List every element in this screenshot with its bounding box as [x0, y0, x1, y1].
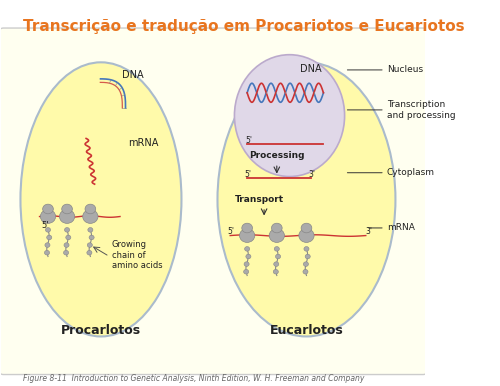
Circle shape: [304, 247, 309, 251]
Circle shape: [64, 228, 70, 232]
Circle shape: [85, 204, 96, 214]
Circle shape: [304, 262, 308, 266]
Text: 5': 5': [42, 220, 49, 230]
Circle shape: [244, 262, 249, 266]
Circle shape: [244, 247, 250, 251]
Ellipse shape: [234, 55, 344, 176]
Text: 5': 5': [244, 170, 251, 179]
Circle shape: [60, 210, 74, 223]
Text: Eucarlotos: Eucarlotos: [270, 324, 344, 337]
Circle shape: [45, 243, 50, 247]
Ellipse shape: [20, 62, 182, 337]
Text: Processing: Processing: [250, 151, 305, 160]
Circle shape: [274, 247, 280, 251]
Circle shape: [46, 235, 52, 240]
Circle shape: [240, 229, 255, 242]
Text: Transcription
and processing: Transcription and processing: [387, 100, 456, 120]
Circle shape: [62, 204, 72, 214]
Circle shape: [40, 210, 56, 223]
Text: 3': 3': [366, 227, 373, 236]
Circle shape: [269, 229, 284, 242]
Circle shape: [88, 228, 93, 232]
FancyBboxPatch shape: [0, 28, 427, 374]
Circle shape: [42, 204, 54, 214]
Circle shape: [87, 251, 92, 255]
Text: 5': 5': [245, 136, 252, 145]
Circle shape: [305, 254, 310, 259]
Circle shape: [244, 269, 248, 274]
Circle shape: [64, 243, 69, 247]
Circle shape: [274, 262, 279, 266]
Circle shape: [272, 223, 282, 233]
Text: DNA: DNA: [300, 64, 322, 74]
Circle shape: [276, 254, 280, 259]
Circle shape: [82, 210, 98, 223]
Circle shape: [242, 223, 252, 233]
Circle shape: [89, 235, 94, 240]
Circle shape: [301, 223, 312, 233]
Circle shape: [274, 269, 278, 274]
Circle shape: [66, 235, 71, 240]
Circle shape: [299, 229, 314, 242]
Text: Cytoplasm: Cytoplasm: [387, 168, 435, 177]
Text: Growing
chain of
amino acids: Growing chain of amino acids: [112, 240, 162, 270]
Text: 3': 3': [308, 170, 316, 179]
Circle shape: [64, 251, 68, 255]
Circle shape: [303, 269, 308, 274]
Text: Transcrição e tradução em Procariotos e Eucariotos: Transcrição e tradução em Procariotos e …: [22, 19, 464, 34]
Text: Nucleus: Nucleus: [387, 65, 423, 74]
Circle shape: [88, 243, 92, 247]
Ellipse shape: [218, 62, 396, 337]
Text: Transport: Transport: [234, 195, 284, 205]
Text: mRNA: mRNA: [128, 138, 159, 148]
Text: Procarlotos: Procarlotos: [61, 324, 141, 337]
Circle shape: [46, 228, 51, 232]
Circle shape: [44, 251, 50, 255]
Text: Figure 8-11  Introduction to Genetic Analysis, Ninth Edition, W. H. Freeman and : Figure 8-11 Introduction to Genetic Anal…: [22, 374, 364, 383]
Circle shape: [246, 254, 251, 259]
Text: DNA: DNA: [122, 69, 144, 80]
Text: mRNA: mRNA: [387, 223, 415, 232]
Text: 5': 5': [227, 227, 234, 236]
